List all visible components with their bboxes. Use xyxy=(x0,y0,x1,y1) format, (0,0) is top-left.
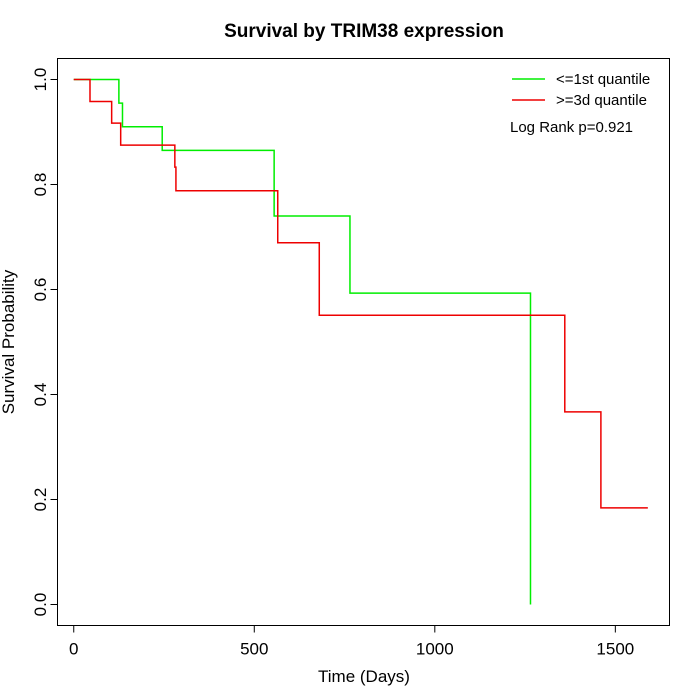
x-tick-label: 0 xyxy=(69,640,78,659)
logrank-annotation: Log Rank p=0.921 xyxy=(510,119,633,136)
chart-title: Survival by TRIM38 expression xyxy=(224,21,504,42)
y-tick-label: 0.4 xyxy=(31,383,50,407)
x-tick-label: 500 xyxy=(240,640,268,659)
x-axis: 0 500 1000 1500 xyxy=(69,625,634,659)
y-tick-label: 0.8 xyxy=(31,173,50,197)
y-tick-label: 0.6 xyxy=(31,278,50,302)
y-tick-label: 0.2 xyxy=(31,488,50,512)
y-axis: 0.0 0.2 0.4 0.6 0.8 1.0 xyxy=(31,68,58,617)
legend-label-high: >=3d quantile xyxy=(556,92,647,109)
legend: <=1st quantile >=3d quantile xyxy=(512,71,650,109)
y-tick-label: 0.0 xyxy=(31,593,50,617)
x-tick-label: 1000 xyxy=(416,640,454,659)
series-line-0 xyxy=(73,78,532,605)
x-axis-label: Time (Days) xyxy=(318,667,410,686)
series-layer xyxy=(73,78,648,605)
y-axis-label: Survival Probability xyxy=(0,269,18,414)
x-tick-label: 1500 xyxy=(596,640,634,659)
plot-frame xyxy=(57,58,670,626)
series-line-1 xyxy=(73,78,648,509)
y-tick-label: 1.0 xyxy=(31,68,50,92)
legend-label-low: <=1st quantile xyxy=(556,71,650,88)
